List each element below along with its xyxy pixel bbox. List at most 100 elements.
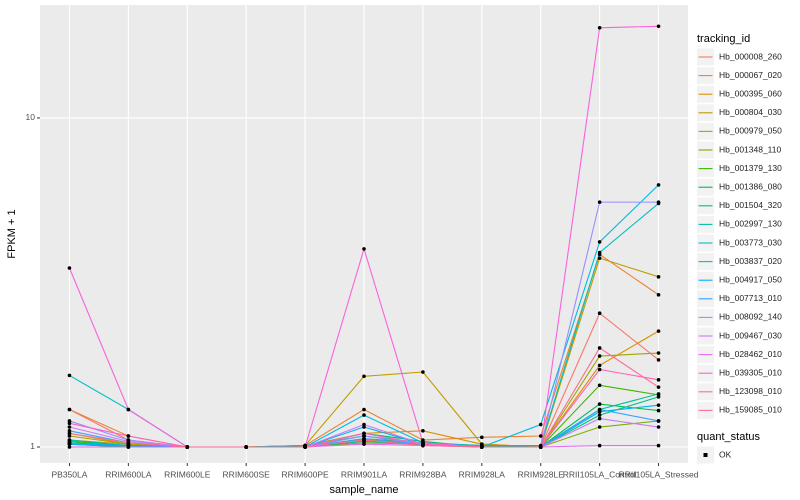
- data-point: [67, 421, 72, 426]
- data-point: [126, 407, 131, 412]
- legend-label: Hb_000008_260: [719, 51, 782, 61]
- data-point: [656, 200, 661, 204]
- data-point: [597, 354, 602, 358]
- data-point: [362, 431, 366, 436]
- data-point: [362, 434, 366, 438]
- x-axis-title: sample_name: [329, 484, 398, 496]
- data-point: [67, 438, 72, 442]
- data-point: [597, 425, 602, 429]
- data-point: [67, 440, 72, 445]
- data-point: [480, 445, 484, 449]
- data-point: [538, 445, 543, 449]
- x-tick-label: RRIM600PE: [281, 469, 329, 479]
- data-point: [362, 438, 366, 442]
- legend-label: Hb_001348_110: [719, 144, 782, 154]
- legend-label: Hb_001386_080: [719, 181, 782, 191]
- data-point: [597, 402, 602, 406]
- legend-label: OK: [719, 449, 732, 459]
- data-point: [656, 329, 661, 333]
- x-tick-label: PB350LA: [51, 469, 87, 479]
- data-point: [597, 256, 602, 260]
- data-point: [67, 407, 72, 412]
- data-point: [421, 370, 425, 374]
- data-point: [597, 240, 602, 244]
- legend-label: Hb_007713_010: [719, 293, 782, 303]
- data-point: [656, 351, 661, 355]
- data-point: [67, 431, 72, 436]
- legend-label: Hb_039305_010: [719, 367, 782, 377]
- data-point: [67, 445, 72, 449]
- legend-label: Hb_028462_010: [719, 349, 782, 359]
- data-point: [656, 392, 661, 396]
- legend-label: Hb_000067_020: [719, 70, 782, 80]
- data-point: [362, 413, 366, 417]
- data-point: [67, 428, 72, 433]
- x-tick-label: RRII105LA_Control: [563, 469, 637, 479]
- data-point: [421, 428, 425, 433]
- data-point: [656, 425, 661, 429]
- data-point: [538, 422, 543, 427]
- data-point: [597, 25, 602, 30]
- y-axis-title: FPKM + 1: [6, 209, 18, 258]
- legend-label: Hb_004917_050: [719, 274, 782, 284]
- data-point: [597, 413, 602, 417]
- data-point: [597, 367, 602, 372]
- data-point: [656, 443, 661, 448]
- data-point: [362, 374, 366, 379]
- data-point: [480, 435, 484, 440]
- x-tick-label: RRIM600LE: [164, 469, 211, 479]
- data-point: [244, 445, 248, 449]
- data-point: [421, 443, 425, 448]
- legend-label: Hb_002997_130: [719, 219, 782, 229]
- legend-label: Hb_003773_030: [719, 237, 782, 247]
- data-point: [597, 250, 602, 255]
- data-point: [656, 24, 661, 29]
- data-point: [656, 403, 661, 407]
- shape-legend-title: quant_status: [697, 431, 760, 443]
- data-point: [362, 425, 366, 429]
- data-point: [67, 373, 72, 378]
- legend-label: Hb_123098_010: [719, 386, 782, 396]
- data-point: [656, 293, 661, 297]
- data-point: [656, 358, 661, 362]
- data-point: [656, 378, 661, 382]
- data-point: [362, 422, 366, 427]
- legend-label: Hb_000979_050: [719, 126, 782, 136]
- legend-label: Hb_009467_030: [719, 330, 782, 340]
- y-tick-label: 1: [30, 441, 35, 451]
- data-point: [67, 266, 72, 270]
- data-point: [656, 408, 661, 413]
- data-point: [656, 275, 661, 279]
- x-tick-label: RRIM928LA: [459, 469, 506, 479]
- data-point: [597, 200, 602, 204]
- data-point: [126, 434, 131, 438]
- data-point: [597, 363, 602, 368]
- data-point: [126, 440, 131, 445]
- x-tick-label: RRIM901LA: [341, 469, 388, 479]
- legend-label: Hb_001379_130: [719, 163, 782, 173]
- data-point: [656, 183, 661, 187]
- legend-title: tracking_id: [697, 33, 750, 45]
- data-point: [126, 445, 131, 449]
- data-point: [597, 416, 602, 421]
- x-tick-label: RRII105LA_Stressed: [619, 469, 699, 479]
- legend-label: Hb_001504_320: [719, 200, 782, 210]
- legend-label: Hb_159085_010: [719, 405, 782, 415]
- legend-label: Hb_003837_020: [719, 256, 782, 266]
- data-point: [362, 407, 366, 412]
- data-point: [597, 443, 602, 448]
- data-point: [362, 247, 366, 251]
- legend-shape: [703, 453, 708, 457]
- data-point: [362, 442, 366, 446]
- x-tick-label: RRIM928BA: [399, 469, 447, 479]
- data-point: [185, 445, 190, 449]
- data-point: [538, 434, 543, 438]
- y-tick-label: 10: [26, 112, 36, 122]
- data-point: [656, 419, 661, 423]
- data-point: [597, 383, 602, 388]
- data-point: [303, 445, 307, 449]
- x-tick-label: RRIM600LA: [105, 469, 152, 479]
- data-point: [67, 434, 72, 438]
- data-point: [597, 407, 602, 412]
- data-point: [67, 425, 72, 429]
